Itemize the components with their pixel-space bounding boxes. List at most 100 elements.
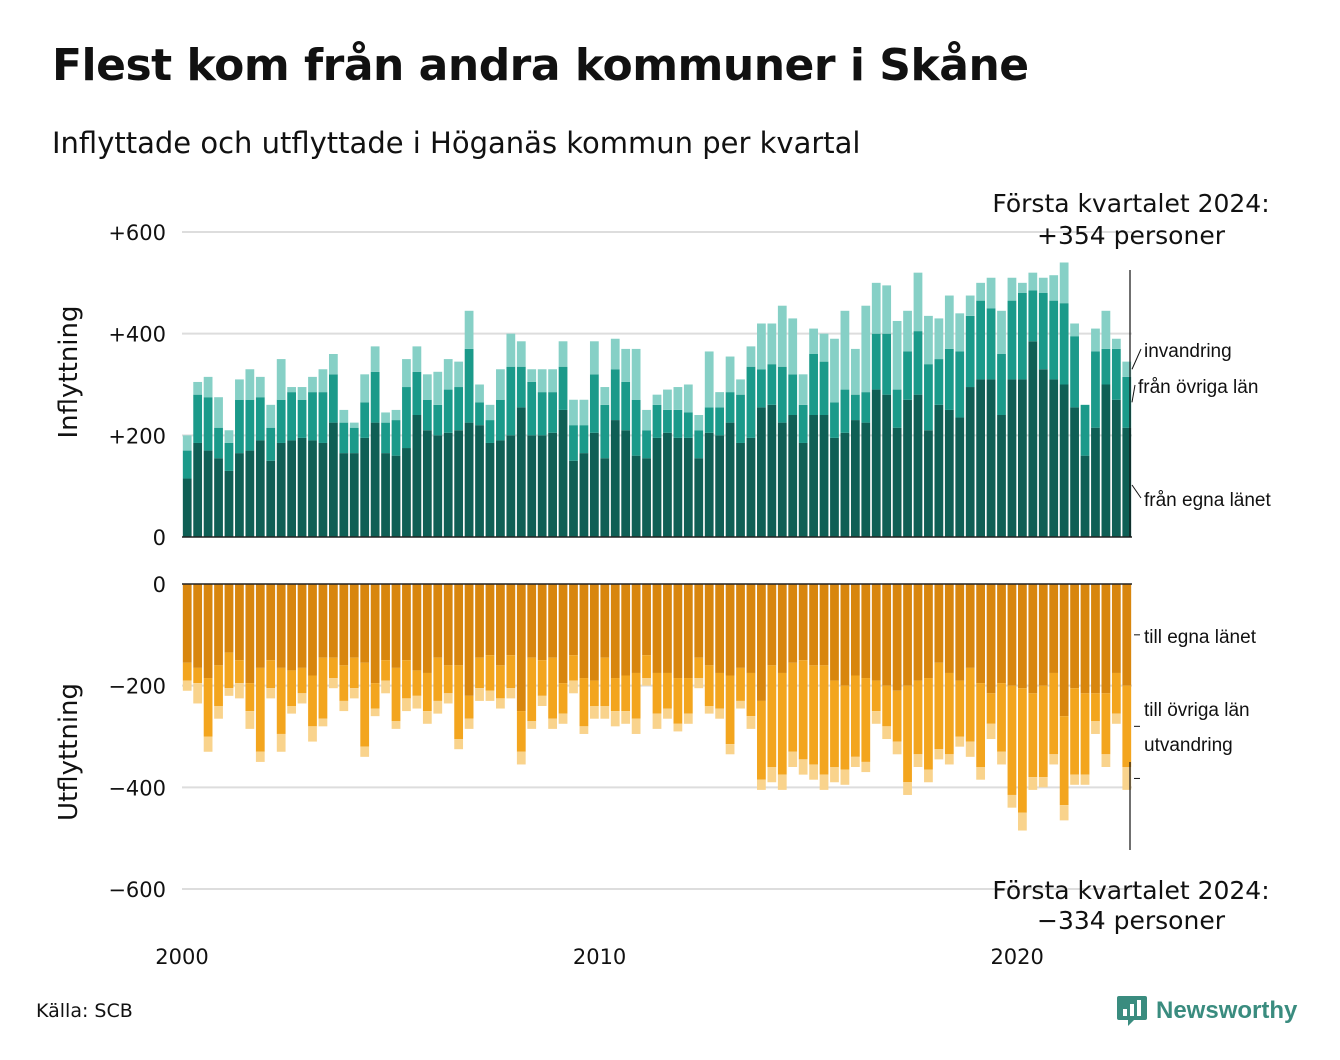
bar-inflow-segment <box>1091 427 1100 537</box>
bar-outflow-segment <box>464 695 474 719</box>
bar-outflow-segment <box>976 767 986 780</box>
bar-inflow-segment <box>496 369 505 400</box>
bar-outflow-segment <box>433 700 443 714</box>
bar-inflow-segment <box>203 397 213 451</box>
bar-inflow-segment <box>1091 351 1100 428</box>
bar-outflow-segment <box>861 678 871 762</box>
bar-outflow-segment <box>861 584 871 679</box>
bar-outflow-segment <box>944 672 954 755</box>
bar-inflow-segment <box>788 415 798 537</box>
bar-inflow-segment <box>965 387 975 537</box>
bar-inflow-segment <box>819 415 829 537</box>
bar-inflow-segment <box>777 366 787 423</box>
chart-subtitle: Inflyttade och utflyttade i Höganäs komm… <box>52 126 861 160</box>
bar-outflow-segment <box>1122 685 1132 767</box>
bar-outflow-segment <box>589 584 599 681</box>
bar-inflow-segment <box>1049 379 1059 537</box>
bar-inflow-segment <box>1028 272 1038 291</box>
bar-outflow-segment <box>673 723 683 732</box>
bar-inflow-segment <box>924 430 933 537</box>
bar-outflow-segment <box>1080 774 1090 785</box>
bar-inflow-segment <box>809 354 818 415</box>
bar-outflow-segment <box>850 675 860 757</box>
bar-outflow-segment <box>683 678 693 714</box>
bar-outflow-segment <box>496 584 505 666</box>
bar-inflow-segment <box>1059 384 1069 537</box>
annotation-outflow-line1: Första kvartalet 2024: <box>992 876 1269 905</box>
bar-inflow-segment <box>652 394 662 405</box>
bar-outflow-segment <box>443 665 453 694</box>
bar-inflow-segment <box>422 374 432 400</box>
bar-outflow-segment <box>840 584 850 686</box>
bar-inflow-segment <box>704 432 714 537</box>
bar-inflow-segment <box>422 430 432 537</box>
bar-inflow-segment <box>903 310 912 352</box>
bar-inflow-segment <box>913 331 923 395</box>
bar-outflow-segment <box>297 667 307 694</box>
bar-inflow-segment <box>255 440 265 537</box>
bar-outflow-segment <box>475 657 484 689</box>
bar-outflow-segment <box>955 736 965 747</box>
bar-inflow-segment <box>381 422 390 454</box>
bar-outflow-segment <box>1049 754 1059 765</box>
brand-name: Newsworthy <box>1156 997 1298 1024</box>
bar-inflow-segment <box>652 404 662 438</box>
bar-inflow-segment <box>370 346 380 372</box>
y-tick-label-inflow: +600 <box>108 221 166 245</box>
bar-inflow-segment <box>464 310 474 349</box>
bar-outflow-segment <box>339 584 349 666</box>
bar-inflow-segment <box>819 361 829 415</box>
bar-outflow-segment <box>913 584 923 681</box>
bar-outflow-segment <box>308 726 317 742</box>
bar-outflow-segment <box>370 708 380 717</box>
bar-outflow-segment <box>1059 584 1069 717</box>
bar-outflow-segment <box>882 726 892 740</box>
bar-inflow-segment <box>433 404 443 436</box>
bar-outflow-segment <box>537 660 547 696</box>
bar-outflow-segment <box>736 667 745 701</box>
bar-inflow-segment <box>944 348 954 410</box>
bar-inflow-segment <box>443 432 453 537</box>
bar-inflow-segment <box>349 453 359 537</box>
bar-inflow-segment <box>589 341 599 375</box>
bar-inflow-segment <box>924 364 933 431</box>
bar-outflow-segment <box>955 584 965 681</box>
bar-outflow-segment <box>193 683 203 704</box>
bar-outflow-segment <box>757 700 766 780</box>
bar-inflow-segment <box>485 442 495 537</box>
bar-inflow-segment <box>850 394 860 421</box>
bar-inflow-segment <box>454 361 464 388</box>
bar-outflow-segment <box>569 655 578 681</box>
bar-inflow-segment <box>976 379 986 537</box>
bar-outflow-segment <box>924 584 933 679</box>
bar-inflow-segment <box>631 348 641 400</box>
bar-inflow-segment <box>715 407 725 436</box>
bar-outflow-segment <box>214 706 223 719</box>
bar-inflow-segment <box>203 376 213 398</box>
bar-outflow-segment <box>255 751 265 762</box>
bar-outflow-segment <box>892 741 902 755</box>
bar-inflow-segment <box>746 437 756 537</box>
bar-outflow-segment <box>663 708 672 719</box>
bar-inflow-segment <box>506 366 516 436</box>
bar-inflow-segment <box>391 455 401 537</box>
bar-outflow-segment <box>1018 584 1027 689</box>
bar-outflow-segment <box>1091 584 1100 694</box>
bar-outflow-segment <box>266 584 276 661</box>
y-axis-title-inflow: Inflyttning <box>54 306 84 439</box>
bar-inflow-segment <box>757 369 766 408</box>
bar-inflow-segment <box>1080 455 1090 537</box>
bar-inflow-segment <box>934 359 944 405</box>
bar-inflow-segment <box>1018 379 1027 537</box>
bar-inflow-segment <box>516 407 526 537</box>
bar-outflow-segment <box>548 657 557 719</box>
bar-outflow-segment <box>1059 805 1069 821</box>
y-tick-label-inflow: +400 <box>108 323 166 347</box>
bar-inflow-segment <box>997 354 1006 415</box>
bar-outflow-segment <box>422 711 432 724</box>
bar-outflow-segment <box>965 741 975 757</box>
chart-title: Flest kom från andra kommuner i Skåne <box>52 40 1029 91</box>
y-tick-label-inflow: +200 <box>108 424 166 448</box>
bar-inflow-segment <box>861 305 871 393</box>
